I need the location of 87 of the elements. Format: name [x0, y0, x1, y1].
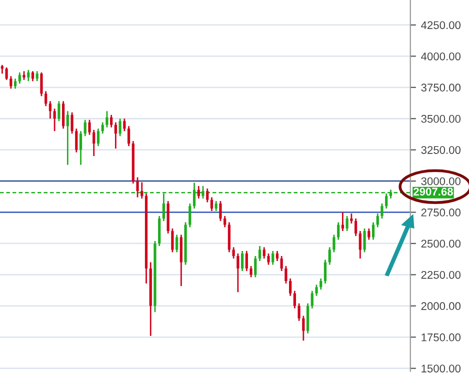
candlestick — [114, 122, 117, 150]
y-tick-label: 2000.00 — [421, 302, 461, 310]
candlestick — [276, 250, 279, 262]
candlestick — [5, 66, 8, 81]
candlestick — [376, 212, 379, 228]
candlestick — [96, 128, 100, 147]
candlestick — [280, 255, 283, 272]
candlestick — [214, 200, 218, 212]
candlestick — [254, 255, 257, 278]
candlestick — [236, 252, 240, 293]
candlestick — [88, 119, 91, 136]
candlestick — [284, 265, 288, 284]
candlestick — [127, 125, 130, 147]
candlestick — [110, 114, 113, 128]
candlestick — [354, 218, 358, 237]
y-tick-label: 1750.00 — [422, 333, 461, 342]
candlestick — [332, 234, 336, 253]
candlestick — [62, 100, 65, 130]
candlestick — [250, 265, 252, 278]
candlestick — [337, 222, 340, 240]
candlestick — [350, 212, 353, 224]
candlestick — [224, 215, 226, 228]
candlestick — [293, 290, 296, 310]
candlestick — [245, 250, 248, 272]
candlestick — [106, 110, 108, 128]
ref-line-label: 2907.68 — [414, 188, 453, 196]
candlestick — [328, 246, 331, 266]
y-tick-label: 2750.00 — [421, 208, 461, 216]
y-tick-label: 3750.00 — [421, 84, 461, 92]
candlestick — [123, 118, 126, 132]
candlestick — [48, 100, 52, 120]
candlestick — [79, 130, 82, 166]
candlestick — [118, 118, 122, 137]
y-tick-label: 2500.00 — [421, 240, 461, 248]
candlestick — [206, 188, 209, 203]
candlestick — [363, 228, 366, 253]
candlestick — [197, 185, 200, 200]
candlestick — [315, 284, 318, 297]
candlestick — [368, 228, 370, 240]
candlestick — [18, 72, 21, 84]
candlestick — [358, 230, 362, 260]
y-tick-label: 3250.00 — [421, 146, 461, 154]
candlestick — [262, 246, 266, 260]
y-tick-label: 3000.00 — [421, 177, 461, 186]
candlestick — [92, 129, 96, 157]
candlestick — [341, 212, 344, 232]
y-tick-label: 3500.00 — [421, 114, 461, 123]
candlestick — [324, 259, 327, 284]
candlestick — [240, 250, 244, 272]
candlestick — [219, 200, 222, 222]
candlestick — [44, 90, 48, 107]
candlestick — [66, 110, 69, 166]
y-tick-label: 1500.00 — [422, 364, 461, 372]
candlestick — [210, 196, 214, 212]
candlestick — [27, 69, 30, 82]
candlestick — [289, 278, 292, 297]
candlestick — [53, 108, 56, 132]
candlestick — [232, 246, 235, 260]
candlestick — [320, 278, 322, 290]
candlestick — [75, 128, 78, 154]
candlestick — [298, 302, 300, 322]
candlestick — [10, 75, 12, 90]
candlestick — [258, 245, 262, 262]
candlestick — [101, 122, 104, 134]
y-tick-label: 4250.00 — [421, 21, 461, 30]
candlestick — [70, 112, 74, 134]
candlestick — [14, 78, 17, 90]
candlestick — [310, 290, 314, 310]
candlestick — [380, 202, 384, 220]
candlestick — [140, 182, 144, 200]
candlestick — [188, 202, 192, 228]
candlestick — [31, 70, 34, 82]
y-tick-label: 2250.00 — [421, 270, 461, 279]
candlestick — [58, 100, 60, 122]
candlestick — [40, 72, 43, 97]
candlestick — [372, 222, 375, 240]
candlestick — [302, 315, 305, 342]
candlestick — [36, 70, 38, 82]
candlestick — [84, 119, 86, 137]
y-tick-label: 4000.00 — [421, 52, 461, 60]
candlestick — [385, 192, 388, 210]
candlestick — [346, 215, 348, 232]
candlestick — [176, 234, 178, 253]
candlestick — [267, 252, 270, 266]
candlestick — [272, 250, 274, 266]
candlestick — [171, 228, 174, 253]
candlestick — [136, 176, 139, 198]
